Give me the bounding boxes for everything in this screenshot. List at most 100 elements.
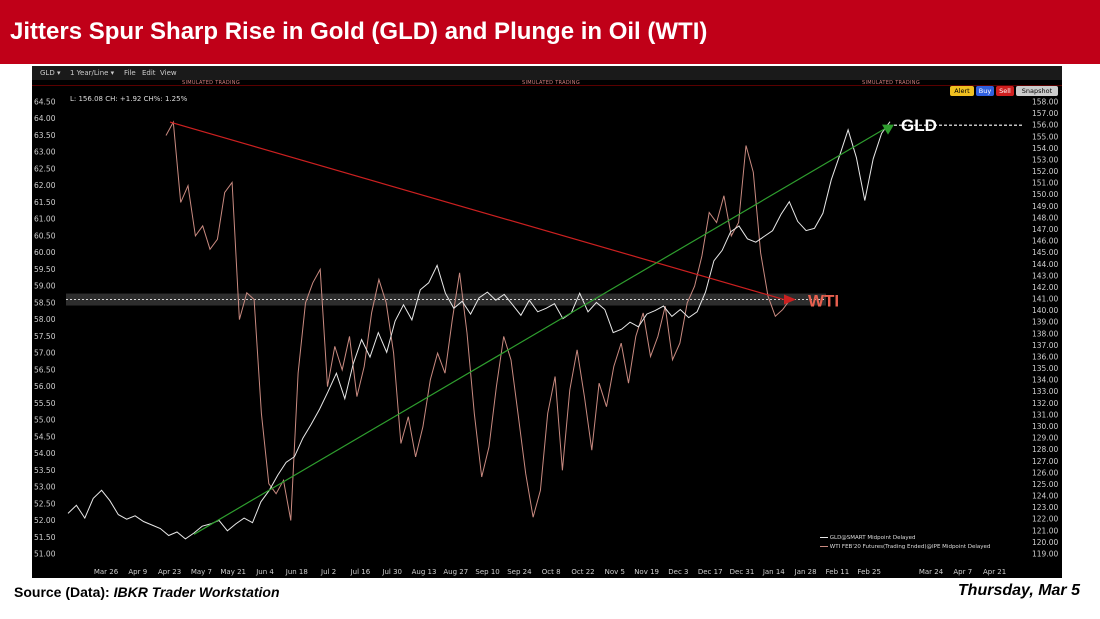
right-axis-tick-label: 133.00	[1032, 387, 1058, 396]
x-axis-tick-label: Nov 5	[605, 568, 625, 576]
x-axis-tick-label: Aug 13	[412, 568, 437, 576]
left-axis-tick-label: 57.50	[34, 332, 56, 341]
menu-edit[interactable]: Edit	[142, 69, 156, 77]
left-axis-tick-label: 53.50	[34, 466, 56, 475]
menu-view[interactable]: View	[160, 69, 177, 77]
left-axis-tick-label: 51.50	[34, 533, 56, 542]
right-axis-tick-label: 151.00	[1032, 179, 1058, 188]
left-axis: 64.50 64.00 63.50 63.00 62.50 62.00 61.50 61.00…	[34, 98, 56, 559]
x-axis-tick-label: Jan 28	[794, 568, 817, 576]
x-axis-tick-label: Jan 14	[762, 568, 785, 576]
chart-legend: GLD@SMART Midpoint Delayed WTI FEB'20 Fu…	[812, 532, 1030, 554]
left-axis-tick-label: 56.50	[34, 365, 56, 374]
simulated-banner: SIMULATED TRADING	[862, 80, 920, 86]
x-axis-tick-label: Apr 7	[953, 568, 972, 576]
gld-series-line	[67, 121, 891, 540]
x-axis-tick-label: Apr 23	[158, 568, 181, 576]
right-axis-tick-label: 132.00	[1032, 399, 1058, 408]
left-axis-tick-label: 62.50	[34, 164, 56, 173]
simulated-banner: SIMULATED TRADING	[182, 80, 240, 86]
left-axis-tick-label: 63.50	[34, 131, 56, 140]
right-axis-tick-label: 128.00	[1032, 445, 1058, 454]
legend-wti-swatch	[820, 546, 828, 547]
price-info: L: 156.08 CH: +1.92 CH%: 1.25%	[70, 95, 188, 103]
right-axis-tick-label: 147.00	[1032, 225, 1058, 234]
left-axis-tick-label: 63.00	[34, 148, 56, 157]
left-axis-tick-label: 61.00	[34, 215, 56, 224]
right-axis-tick-label: 148.00	[1032, 213, 1058, 222]
x-axis: Mar 26 Apr 9 Apr 23 May 7 May 21 Jun 4 Jun 18 J…	[94, 568, 1006, 576]
right-axis-tick-label: 145.00	[1032, 248, 1058, 257]
right-axis-tick-label: 123.00	[1032, 503, 1058, 512]
period-selector[interactable]: 1 Year/Line ▾	[70, 69, 115, 77]
source-label: Source (Data):	[14, 584, 110, 600]
price-chart: 64.50 64.00 63.50 63.00 62.50 62.00 61.50 61.00…	[34, 98, 1058, 577]
slide-date: Thursday, Mar 5	[957, 582, 1080, 599]
buy-button[interactable]: Buy	[976, 86, 994, 96]
snapshot-button[interactable]: Snapshot	[1016, 86, 1058, 96]
right-axis-tick-label: 142.00	[1032, 283, 1058, 292]
x-axis-tick-label: Dec 17	[698, 568, 723, 576]
right-axis-tick-label: 156.00	[1032, 121, 1058, 130]
right-axis-tick-label: 134.00	[1032, 376, 1058, 385]
left-axis-tick-label: 59.00	[34, 282, 56, 291]
left-axis-tick-label: 59.50	[34, 265, 56, 274]
right-axis-tick-label: 153.00	[1032, 155, 1058, 164]
left-axis-tick-label: 55.00	[34, 416, 56, 425]
simulated-banner: SIMULATED TRADING	[522, 80, 580, 86]
right-axis-tick-label: 119.00	[1032, 550, 1058, 559]
left-axis-tick-label: 57.00	[34, 349, 56, 358]
sell-button[interactable]: Sell	[996, 86, 1014, 96]
right-axis-tick-label: 157.00	[1032, 109, 1058, 118]
chart-window: GLD ▾ 1 Year/Line ▾ File Edit View SIMUL…	[32, 66, 1062, 578]
right-axis-tick-label: 138.00	[1032, 329, 1058, 338]
x-axis-tick-label: Dec 31	[730, 568, 755, 576]
right-axis-tick-label: 130.00	[1032, 422, 1058, 431]
x-axis-tick-label: Sep 24	[507, 568, 532, 576]
source-caption: Source (Data): IBKR Trader Workstation	[14, 584, 280, 600]
x-axis-tick-label: Oct 22	[571, 568, 594, 576]
left-axis-tick-label: 62.00	[34, 181, 56, 190]
left-axis-tick-label: 53.00	[34, 483, 56, 492]
gld-annotation: GLD	[901, 116, 937, 135]
right-axis-tick-label: 127.00	[1032, 457, 1058, 466]
right-axis: 158.00 157.00 156.00 155.00 154.00 153.00 152.…	[1032, 98, 1058, 559]
right-axis-tick-label: 144.00	[1032, 260, 1058, 269]
menu-file[interactable]: File	[124, 69, 136, 77]
right-axis-tick-label: 135.00	[1032, 364, 1058, 373]
x-axis-tick-label: Jul 16	[350, 568, 371, 576]
alert-button[interactable]: Alert	[950, 86, 974, 96]
left-axis-tick-label: 56.00	[34, 382, 56, 391]
x-axis-tick-label: Nov 19	[634, 568, 659, 576]
x-axis-tick-label: Feb 11	[826, 568, 850, 576]
gld-arrowhead	[882, 124, 894, 135]
wti-trend-arrow	[169, 121, 785, 301]
left-axis-tick-label: 52.00	[34, 516, 56, 525]
right-axis-tick-label: 120.00	[1032, 538, 1058, 547]
left-axis-tick-label: 51.00	[34, 550, 56, 559]
right-axis-tick-label: 141.00	[1032, 295, 1058, 304]
right-axis-tick-label: 140.00	[1032, 306, 1058, 315]
right-axis-tick-label: 126.00	[1032, 468, 1058, 477]
left-axis-tick-label: 60.00	[34, 248, 56, 257]
left-axis-tick-label: 64.50	[34, 98, 56, 107]
slide-title: Jitters Spur Sharp Rise in Gold (GLD) an…	[0, 0, 1100, 64]
right-axis-tick-label: 149.00	[1032, 202, 1058, 211]
x-axis-tick-label: Aug 27	[443, 568, 468, 576]
right-axis-tick-label: 122.00	[1032, 515, 1058, 524]
right-axis-tick-label: 131.00	[1032, 410, 1058, 419]
x-axis-tick-label: Jun 4	[255, 568, 274, 576]
x-axis-tick-label: Jul 30	[381, 568, 402, 576]
chart-toolbar: GLD ▾ 1 Year/Line ▾ File Edit View	[32, 66, 1062, 80]
right-axis-tick-label: 139.00	[1032, 318, 1058, 327]
x-axis-tick-label: Sep 10	[475, 568, 499, 576]
symbol-selector[interactable]: GLD ▾	[40, 69, 61, 77]
left-axis-tick-label: 60.50	[34, 231, 56, 240]
legend-gld-swatch	[820, 537, 828, 538]
right-axis-tick-label: 155.00	[1032, 132, 1058, 141]
right-axis-tick-label: 137.00	[1032, 341, 1058, 350]
source-value: IBKR Trader Workstation	[113, 584, 280, 600]
gld-trend-arrow	[193, 128, 886, 535]
right-axis-tick-label: 124.00	[1032, 492, 1058, 501]
right-axis-tick-label: 129.00	[1032, 434, 1058, 443]
